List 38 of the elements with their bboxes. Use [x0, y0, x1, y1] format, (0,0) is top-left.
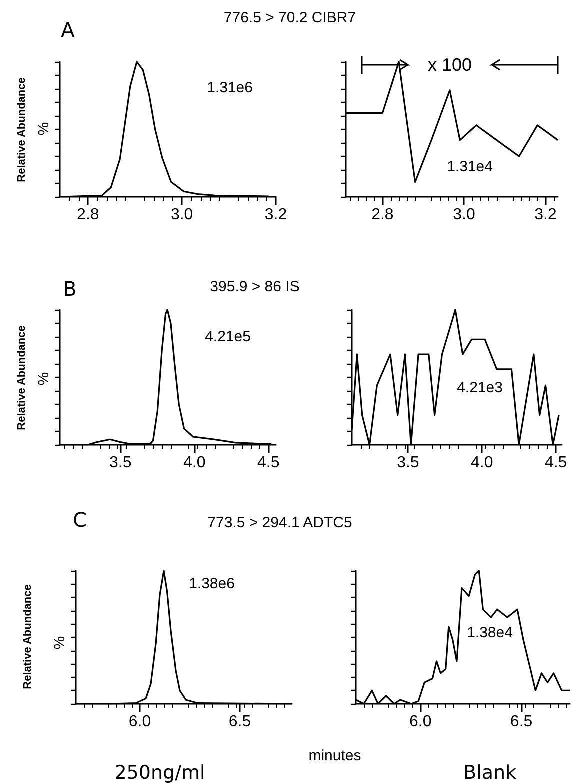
x-tick-label: 3.5	[397, 454, 420, 472]
x-axis-title: minutes	[308, 748, 362, 764]
text: B	[63, 277, 77, 301]
x-tick-label: 4.0	[471, 454, 494, 472]
chart-title: 773.5 > 294.1 ADTC5	[208, 514, 352, 532]
x-tick-label: 3.0	[170, 206, 194, 224]
x-tick-label: 4.5	[257, 454, 280, 472]
text: Blank	[463, 762, 517, 783]
annotation: 4.21e3	[457, 380, 503, 396]
x-tick-label: 4.5	[544, 454, 568, 472]
chart-title: 776.5 > 70.2 CIBR7	[224, 10, 356, 26]
x-tick-label: 6.5	[510, 714, 533, 730]
y-axis-title: Relative Abundance	[16, 326, 28, 430]
annotation: 4.21e5	[205, 328, 251, 346]
text: %	[36, 122, 52, 136]
text: A	[61, 18, 76, 42]
x-tick-label: 3.0	[453, 206, 476, 224]
text: %	[36, 372, 52, 386]
x-tick-label: 2.8	[372, 206, 394, 224]
text: %	[52, 636, 68, 650]
y-axis-title: Relative Abundance	[22, 584, 34, 690]
annotation: x 100	[428, 55, 472, 75]
chart-title: 395.9 > 86 IS	[210, 278, 300, 296]
text: 250ng/ml	[114, 762, 206, 783]
x-tick-label: 3.2	[264, 206, 288, 224]
text: C	[73, 508, 87, 532]
x-tick-label: 4.0	[184, 454, 206, 472]
x-tick-label: 2.8	[77, 206, 100, 224]
x-tick-label: 6.0	[409, 714, 432, 730]
x-tick-label: 6.5	[228, 714, 252, 730]
annotation: 1.31e6	[207, 80, 253, 96]
y-axis-title: Relative Abundance	[16, 78, 28, 182]
annotation: 1.38e6	[189, 576, 235, 592]
annotation: 1.38e4	[467, 624, 513, 642]
x-tick-label: 3.2	[534, 206, 557, 224]
x-tick-label: 6.0	[128, 714, 152, 730]
x-tick-label: 3.5	[110, 454, 132, 472]
annotation: 1.31e4	[447, 158, 493, 176]
